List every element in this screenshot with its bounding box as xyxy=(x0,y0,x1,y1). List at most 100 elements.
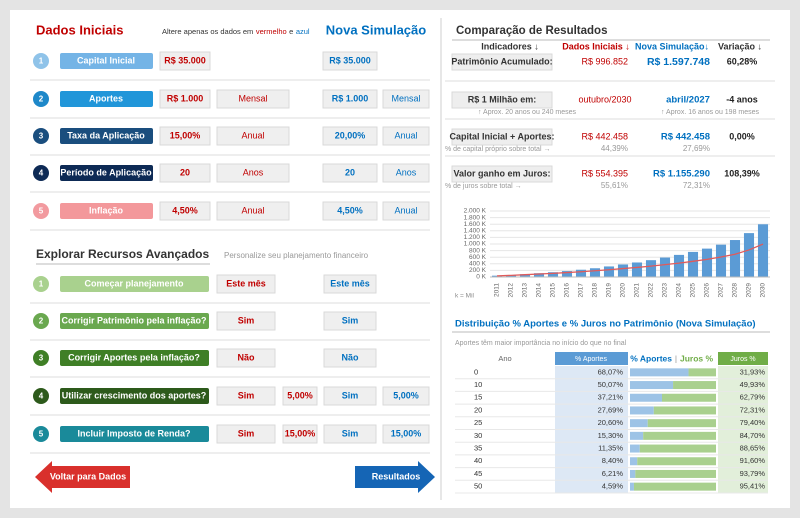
initial-value: 20 xyxy=(180,167,190,177)
initial-result: R$ 442.458 xyxy=(581,131,628,141)
y-tick-label: 2.000 K xyxy=(464,208,487,215)
input-label: Aportes xyxy=(89,93,123,103)
option-label: Começar planejamento xyxy=(84,278,184,288)
change: 0,00% xyxy=(729,131,755,141)
change: -4 anos xyxy=(726,94,758,104)
bar xyxy=(547,272,559,277)
option-label-box xyxy=(60,313,209,329)
x-tick-label: 2016 xyxy=(564,283,571,298)
juros-bar xyxy=(633,482,716,491)
bar xyxy=(589,268,601,277)
value-box xyxy=(159,89,211,109)
juros-cell: 79,40% xyxy=(740,418,766,427)
aportes-cell: 50,07% xyxy=(598,380,624,389)
aportes-bar xyxy=(630,457,638,466)
juros-cell: 49,93% xyxy=(740,380,766,389)
value-box xyxy=(322,126,378,146)
input-label: Taxa da Aplicação xyxy=(67,130,145,140)
x-tick-label: 2025 xyxy=(690,283,697,298)
indicator-box xyxy=(451,128,553,146)
y-tick-label: 200 K xyxy=(469,267,487,274)
option-label-box xyxy=(60,388,209,404)
value-box xyxy=(382,89,430,109)
step-number: 2 xyxy=(39,317,44,326)
year-cell: 30 xyxy=(474,431,482,440)
new-value: R$ 35.000 xyxy=(329,55,371,65)
step-badge xyxy=(33,91,49,107)
new-option: Este mês xyxy=(330,278,370,288)
juros-bar xyxy=(662,393,716,402)
x-tick-label: 2029 xyxy=(746,283,753,298)
results-button[interactable] xyxy=(355,461,435,493)
value-box xyxy=(322,89,378,109)
y-tick-label: 400 K xyxy=(469,261,487,268)
initial-pct: 15,00% xyxy=(285,428,316,438)
note-text: azul xyxy=(296,27,310,36)
back-button[interactable] xyxy=(35,461,130,493)
step-number: 3 xyxy=(39,354,44,363)
input-label-box xyxy=(60,203,153,219)
x-tick-label: 2026 xyxy=(704,283,711,298)
initial-unit: Anual xyxy=(241,205,264,215)
aportes-cell: 6,21% xyxy=(602,469,624,478)
step-badge xyxy=(33,165,49,181)
section-note: Personalize seu planejamento financeiro xyxy=(224,251,369,260)
table-header: % Aportes xyxy=(630,353,672,363)
option-label-box xyxy=(60,350,209,366)
new-option: Sim xyxy=(342,390,359,400)
value-box xyxy=(216,201,290,221)
x-tick-label: 2027 xyxy=(718,283,725,298)
section-title: Dados Iniciais xyxy=(36,22,123,37)
value-box xyxy=(216,274,276,294)
value-box xyxy=(159,51,211,71)
step-badge xyxy=(33,388,49,404)
x-tick-label: 2030 xyxy=(760,283,767,298)
line xyxy=(496,243,764,277)
indicator-label: Capital Inicial + Aportes: xyxy=(450,131,555,141)
bar xyxy=(701,248,713,277)
step-number: 2 xyxy=(39,95,44,104)
bar xyxy=(687,251,699,277)
aportes-cell: 27,69% xyxy=(598,405,624,414)
new-pct: 15,00% xyxy=(391,428,422,438)
value-box xyxy=(159,126,211,146)
year-cell: 25 xyxy=(474,418,482,427)
chart-annotation: k = Mil xyxy=(455,293,475,300)
option-label-box xyxy=(60,276,209,292)
value-box xyxy=(216,126,290,146)
step-badge xyxy=(33,276,49,292)
bar xyxy=(715,244,727,277)
x-tick-label: 2018 xyxy=(592,283,599,298)
initial-option: Sim xyxy=(238,315,255,325)
bar xyxy=(561,271,573,277)
note-text: e xyxy=(289,27,293,36)
bar xyxy=(659,257,671,277)
bar xyxy=(743,233,755,277)
bar xyxy=(631,262,643,277)
new-unit: Anual xyxy=(394,205,417,215)
initial-option: Este mês xyxy=(226,278,266,288)
value-box xyxy=(216,89,290,109)
year-cell: 35 xyxy=(474,444,482,453)
value-box xyxy=(282,386,318,406)
new-option: Sim xyxy=(342,315,359,325)
step-number: 1 xyxy=(39,57,44,66)
initial-option: Sim xyxy=(238,428,255,438)
juros-cell: 84,70% xyxy=(740,431,766,440)
aportes-bar xyxy=(630,406,654,415)
value-box xyxy=(382,201,430,221)
y-tick-label: 1.600 K xyxy=(464,221,487,228)
step-number: 3 xyxy=(39,132,44,141)
new-value: 20 xyxy=(345,167,355,177)
input-label-box xyxy=(60,165,153,181)
column-header: Nova Simulação↓ xyxy=(635,41,709,51)
value-box xyxy=(322,51,378,71)
initial-value: 15,00% xyxy=(170,130,201,140)
new-result: R$ 442.458 xyxy=(661,132,710,143)
x-tick-label: 2023 xyxy=(662,283,669,298)
section-title: Comparação de Resultados xyxy=(456,25,607,37)
new-unit: Anos xyxy=(396,167,417,177)
aportes-bar xyxy=(630,368,689,377)
juros-cell: 31,93% xyxy=(740,367,766,376)
initial-unit: Anos xyxy=(243,167,264,177)
